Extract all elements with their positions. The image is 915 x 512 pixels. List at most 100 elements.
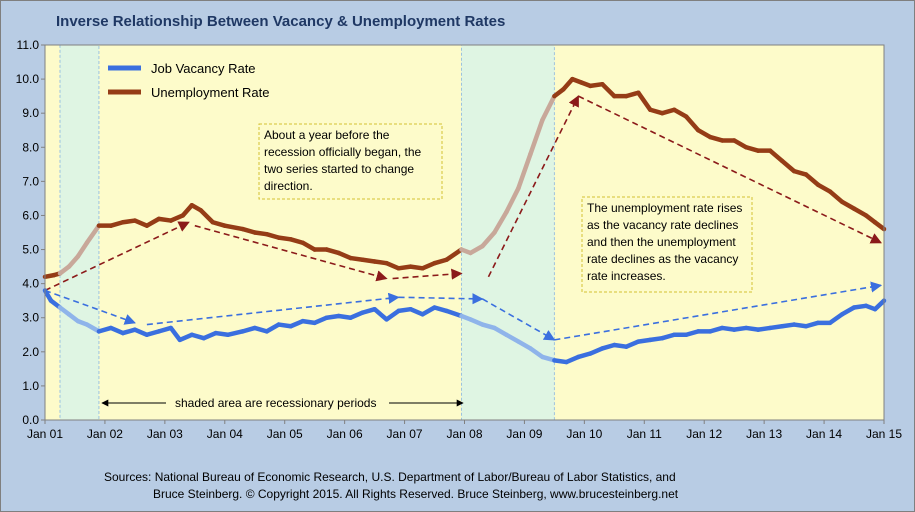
- vacancy-rate-segment: [492, 325, 509, 338]
- unemployment-rate-segment: [767, 148, 785, 164]
- shaded-note-text: shaded area are recessionary periods: [175, 396, 376, 410]
- trend-arrow-unemployment: [392, 268, 463, 280]
- plot-border: [44, 44, 885, 421]
- annotation-2-line-3: and then the unemployment: [587, 235, 736, 249]
- unemployment-rate-segment: [444, 247, 464, 263]
- unemployment-rate-segment: [803, 172, 821, 188]
- sources-line-2: Bruce Steinberg. © Copyright 2015. All R…: [153, 487, 679, 501]
- recession-band-2: [461, 44, 555, 421]
- vacancy-rate-segment: [872, 298, 887, 312]
- unemployment-rate-segment: [66, 254, 81, 269]
- vacancy-rate-segment: [827, 312, 845, 326]
- unemployment-rate-segment: [827, 189, 845, 205]
- y-tick-label: 3.0: [22, 311, 39, 325]
- vacancy-rate-segment: [225, 329, 246, 338]
- vacancy-rate-segment: [504, 332, 521, 344]
- x-tick-label: Jan 07: [387, 427, 423, 441]
- x-axis: Jan 01 Jan 02 Jan 03 Jan 04 Jan 05 Jan 06 Jan …: [27, 420, 902, 441]
- chart-title: Inverse Relationship Between Vacancy & U…: [56, 13, 505, 30]
- unemployment-rate-segment: [480, 230, 497, 249]
- y-tick-label: 10.0: [16, 72, 40, 86]
- trend-arrow-unemployment: [487, 95, 580, 278]
- vacancy-rate-segment: [420, 305, 437, 317]
- unemployment-rate-segment: [75, 240, 90, 259]
- trend-arrow-unemployment: [578, 95, 883, 244]
- annotation-2-line-4: rate declines as the vacancy: [587, 252, 738, 266]
- trend-arrows: [44, 95, 883, 341]
- x-tick-label: Jan 01: [27, 427, 63, 441]
- unemployment-rate-segment: [300, 240, 317, 252]
- unemployment-rate-segment: [779, 158, 797, 174]
- vacancy-rate-segment: [528, 346, 545, 360]
- vacancy-rate-segment: [372, 306, 389, 322]
- legend-label-vacancy: Job Vacancy Rate: [151, 61, 256, 76]
- vacancy-rate-segment: [84, 322, 102, 334]
- vacancy-rate-segment: [384, 308, 401, 322]
- y-axis: 0.0 1.0 2.0 3.0 4.0 5.0 6.0 7.0 8.0 9.0 10.0 11.0: [16, 38, 45, 427]
- annotation-1-line-3: two series started to change: [264, 162, 414, 176]
- unemployment-rate-segment: [528, 117, 545, 157]
- x-tick-label: Jan 06: [327, 427, 363, 441]
- unemployment-rate-segment: [561, 76, 575, 92]
- x-tick-label: Jan 10: [566, 427, 602, 441]
- unemployment-rate-segment: [468, 243, 485, 256]
- x-tick-label: Jan 15: [866, 427, 902, 441]
- vacancy-rate-segment: [444, 308, 464, 319]
- unemployment-rate-segment: [636, 90, 653, 113]
- sources-line-1: Sources: National Bureau of Economic Res…: [104, 470, 676, 484]
- y-tick-label: 6.0: [22, 208, 39, 222]
- trend-arrow-vacancy: [554, 281, 883, 341]
- unemployment-rate-segment: [516, 151, 533, 191]
- x-tick-label: Jan 09: [506, 427, 542, 441]
- unemployment-rate-segment: [222, 223, 246, 232]
- y-tick-label: 7.0: [22, 174, 39, 188]
- trend-arrow-vacancy: [44, 289, 136, 325]
- unemployment-rate-segment: [504, 185, 521, 215]
- vacancy-rate-segment: [264, 322, 281, 334]
- annotation-2-line-1: The unemployment rate rises: [587, 201, 742, 215]
- annotation-1-line-2: recession officially began, the: [264, 145, 422, 159]
- series-lines: [42, 76, 887, 365]
- legend-label-unemployment: Unemployment Rate: [151, 85, 270, 100]
- y-tick-label: 2.0: [22, 345, 39, 359]
- x-tick-label: Jan 02: [87, 427, 123, 441]
- x-tick-label: Jan 08: [446, 427, 482, 441]
- unemployment-rate-segment: [540, 93, 557, 123]
- vacancy-rate-segment: [839, 305, 857, 317]
- unemployment-rate-segment: [839, 199, 857, 211]
- y-tick-label: 9.0: [22, 106, 39, 120]
- x-tick-label: Jan 11: [627, 427, 662, 441]
- y-tick-label: 4.0: [22, 277, 39, 291]
- trend-arrow-unemployment: [194, 224, 388, 282]
- annotation-box-2: The unemployment rate rises as the vacan…: [581, 196, 753, 293]
- trend-arrow-vacancy: [398, 293, 484, 305]
- trend-arrow-vacancy: [482, 298, 556, 341]
- x-tick-label: Jan 03: [147, 427, 183, 441]
- annotation-2-line-5: rate increases.: [587, 269, 666, 283]
- annotation-box-1: About a year before the recession offici…: [258, 123, 443, 200]
- x-tick-label: Jan 13: [746, 427, 782, 441]
- annotation-1-line-4: direction.: [264, 179, 313, 193]
- unemployment-rate-segment: [731, 138, 749, 150]
- annotation-1-line-1: About a year before the: [264, 128, 390, 142]
- unemployment-rate-segment: [492, 209, 509, 235]
- legend: Job Vacancy Rate Unemployment Rate: [108, 61, 270, 100]
- unemployment-rate-segment: [683, 114, 701, 133]
- unemployment-rate-segment: [180, 202, 195, 218]
- unemployment-rate-segment: [672, 107, 689, 119]
- vacancy-rate-segment: [516, 339, 533, 351]
- x-tick-label: Jan 12: [686, 427, 722, 441]
- unemployment-rate-segment: [144, 216, 162, 228]
- y-tick-label: 1.0: [22, 379, 39, 393]
- trend-arrow-vacancy: [146, 292, 400, 326]
- y-tick-label: 8.0: [22, 140, 39, 154]
- annotation-2-line-2: as the vacancy rate declines: [587, 218, 738, 232]
- unemployment-rate-segment: [695, 127, 713, 140]
- shaded-note: shaded area are recessionary periods: [101, 396, 464, 410]
- trend-arrow-unemployment: [44, 221, 190, 292]
- unemployment-rate-segment: [600, 81, 617, 99]
- y-tick-label: 0.0: [22, 413, 39, 427]
- x-tick-label: Jan 04: [207, 427, 243, 441]
